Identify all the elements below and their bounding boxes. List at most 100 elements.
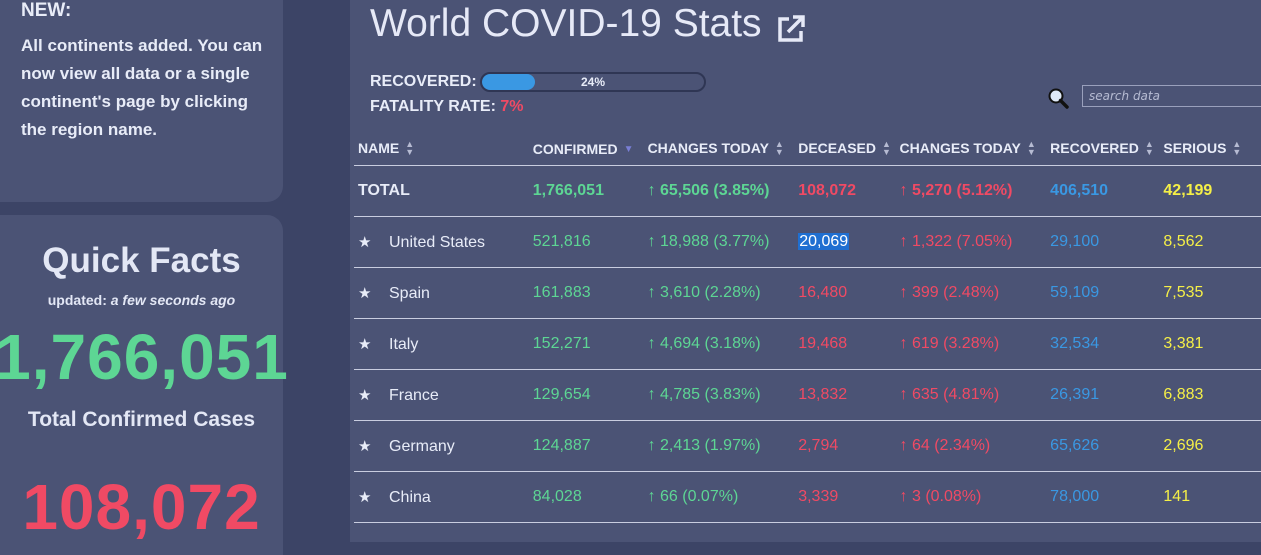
sort-icon[interactable]: ▲ ▼ [1026, 140, 1036, 158]
country-cell[interactable]: ★ Spain [354, 267, 529, 319]
changes-deceased-cell: ↑ 635 (4.81%) [895, 369, 1047, 421]
sort-desc-icon[interactable]: ▼ [623, 144, 634, 156]
serious-cell: 6,883 [1159, 369, 1261, 421]
news-card: NEW: All continents added. You can now v… [0, 0, 283, 202]
stats-table: NAME ▲ ▼ CONFIRMED ▼ CHANGES TODAY ▲ ▼ DECEAS… [354, 132, 1261, 523]
search-input[interactable] [1082, 85, 1261, 107]
news-heading: NEW: [21, 0, 72, 21]
main-panel: World COVID-19 Stats RECOVERED: 24% FATA… [350, 0, 1261, 542]
sort-down-icon: ▼ [405, 147, 415, 158]
star-icon[interactable]: ★ [358, 233, 372, 251]
confirmed-cell: 152,271 [528, 318, 644, 370]
deceased-cell: 3,339 [794, 471, 896, 523]
sort-down-icon: ▼ [1232, 147, 1242, 158]
serious-cell: 8,562 [1159, 216, 1261, 268]
sort-up-icon: ▲ [882, 139, 891, 150]
table-row[interactable]: ★ Germany 124,887 ↑ 2,413 (1.97%) 2,794 ↑… [354, 420, 1261, 472]
country-name[interactable]: France [389, 386, 439, 404]
serious-cell: 3,381 [1159, 318, 1261, 370]
sort-icon[interactable]: ▲ ▼ [1145, 140, 1154, 157]
changes-deceased-cell: ↑ 64 (2.34%) [895, 420, 1047, 472]
table-row[interactable]: ★ China 84,028 ↑ 66 (0.07%) 3,339 ↑ 3 (0.… [354, 471, 1261, 523]
column-header-changes-confirmed[interactable]: CHANGES TODAY ▲ ▼ [643, 132, 795, 166]
star-icon[interactable]: ★ [358, 386, 372, 404]
sort-up-icon: ▲ [1232, 139, 1242, 150]
country-cell[interactable]: ★ Italy [354, 318, 529, 370]
sort-icon[interactable]: ▲ ▼ [405, 139, 415, 158]
country-name[interactable]: Germany [389, 437, 455, 455]
serious-cell: 2,696 [1159, 420, 1261, 472]
serious-cell: 7,535 [1159, 267, 1261, 319]
fatality-rate: FATALITY RATE: 7% [370, 98, 524, 116]
country-cell[interactable]: ★ France [354, 369, 529, 421]
column-header-label: DECEASED [798, 139, 876, 156]
sort-up-icon: ▲ [405, 139, 415, 150]
table-header-row: NAME ▲ ▼ CONFIRMED ▼ CHANGES TODAY ▲ ▼ DECEAS… [354, 132, 1261, 166]
table-row-total[interactable]: TOTAL 1,766,051 ↑ 65,506 (3.85%) 108,072… [354, 165, 1261, 217]
external-link-icon[interactable] [774, 12, 808, 46]
sort-down-icon: ▼ [882, 147, 891, 158]
changes-confirmed-cell: ↑ 4,785 (3.83%) [643, 369, 795, 421]
changes-deceased-cell: ↑ 3 (0.08%) [895, 471, 1047, 523]
column-header-recovered[interactable]: RECOVERED ▲ ▼ [1046, 132, 1160, 166]
star-icon[interactable]: ★ [358, 488, 372, 506]
deceased-cell: 19,468 [794, 318, 896, 370]
total-recovered: 406,510 [1046, 165, 1160, 217]
column-header-deceased[interactable]: DECEASED ▲ ▼ [794, 132, 896, 166]
changes-confirmed-cell: ↑ 3,610 (2.28%) [643, 267, 795, 319]
confirmed-cell: 521,816 [528, 216, 644, 268]
left-sidebar: NEW: All continents added. You can now v… [0, 0, 322, 555]
recovered-cell: 32,534 [1046, 318, 1160, 370]
table-row[interactable]: ★ Italy 152,271 ↑ 4,694 (3.18%) 19,468 ↑ … [354, 318, 1261, 370]
table-row[interactable]: ★ Spain 161,883 ↑ 3,610 (2.28%) 16,480 ↑ … [354, 267, 1261, 319]
recovered-cell: 26,391 [1046, 369, 1160, 421]
magnifier-icon [1048, 88, 1069, 109]
column-header-serious[interactable]: SERIOUS ▲ ▼ [1159, 132, 1261, 166]
total-serious: 42,199 [1159, 165, 1261, 217]
fatality-label: FATALITY RATE: [370, 98, 496, 115]
table-row[interactable]: ★ France 129,654 ↑ 4,785 (3.83%) 13,832 ↑… [354, 369, 1261, 421]
news-body: All continents added. You can now view a… [21, 36, 263, 139]
column-header-label: RECOVERED [1050, 139, 1139, 156]
country-cell[interactable]: ★ China [354, 471, 529, 523]
deceased-cell: 20,069 [794, 216, 896, 268]
confirmed-cell: 124,887 [528, 420, 644, 472]
sort-icon[interactable]: ▲ ▼ [882, 139, 891, 158]
sort-icon[interactable]: ▲ ▼ [775, 140, 784, 157]
recovered-cell: 78,000 [1046, 471, 1160, 523]
country-name[interactable]: China [389, 488, 431, 506]
star-icon[interactable]: ★ [358, 437, 372, 455]
recovered-progress-bar: 24% [480, 72, 706, 92]
column-header-label: CONFIRMED [532, 140, 618, 157]
total-confirmed-number: 1,766,051 [0, 321, 289, 393]
deceased-cell: 13,832 [794, 369, 896, 421]
star-icon[interactable]: ★ [358, 284, 372, 302]
sort-down-icon: ▼ [1026, 147, 1036, 158]
updated-value: a few seconds ago [110, 292, 236, 308]
column-header-confirmed[interactable]: CONFIRMED ▼ [528, 132, 644, 166]
country-name[interactable]: Italy [389, 335, 419, 353]
selected-text: 20,069 [798, 233, 850, 250]
country-cell[interactable]: ★ Germany [354, 420, 529, 472]
recovered-progress-fill [482, 74, 536, 90]
deceased-cell: 16,480 [794, 267, 896, 319]
country-name[interactable]: United States [389, 233, 486, 251]
country-cell[interactable]: ★ United States [354, 216, 529, 268]
column-header-label: SERIOUS [1163, 139, 1227, 156]
recovered-cell: 65,626 [1046, 420, 1160, 472]
changes-deceased-cell: ↑ 1,322 (7.05%) [895, 216, 1047, 268]
column-header-label: NAME [358, 139, 400, 156]
column-header-name[interactable]: NAME ▲ ▼ [354, 132, 529, 166]
recovered-cell: 29,100 [1046, 216, 1160, 268]
confirmed-cell: 129,654 [528, 369, 644, 421]
country-name[interactable]: Spain [389, 284, 430, 302]
changes-confirmed-cell: ↑ 66 (0.07%) [643, 471, 795, 523]
quick-facts-title: Quick Facts [42, 241, 241, 280]
table-row[interactable]: ★ United States 521,816 ↑ 18,988 (3.77%) … [354, 216, 1261, 268]
sort-icon[interactable]: ▲ ▼ [1232, 139, 1242, 158]
total-name[interactable]: TOTAL [354, 165, 529, 217]
star-icon[interactable]: ★ [358, 335, 372, 353]
total-confirmed: 1,766,051 [528, 165, 644, 217]
column-header-changes-deceased[interactable]: CHANGES TODAY ▲ ▼ [895, 132, 1047, 166]
total-changes-deceased: ↑ 5,270 (5.12%) [895, 165, 1047, 217]
